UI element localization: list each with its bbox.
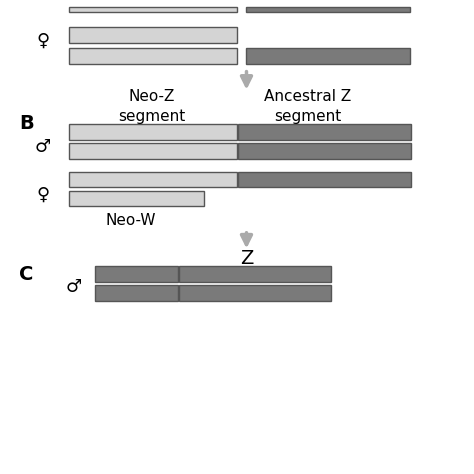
- Bar: [69, 7, 237, 12]
- Bar: [238, 124, 411, 140]
- Text: ♂: ♂: [65, 278, 82, 296]
- Bar: [69, 143, 237, 159]
- Bar: [179, 285, 331, 301]
- Bar: [95, 285, 178, 301]
- Bar: [238, 172, 411, 187]
- Text: ♀: ♀: [36, 185, 49, 203]
- Text: ♀: ♀: [36, 31, 49, 49]
- Text: ♂: ♂: [35, 138, 51, 156]
- Bar: [69, 48, 237, 64]
- Bar: [69, 172, 237, 187]
- Bar: [69, 191, 204, 206]
- Bar: [246, 48, 410, 64]
- Bar: [69, 124, 237, 140]
- Bar: [95, 266, 178, 282]
- Bar: [69, 27, 237, 43]
- Text: Z: Z: [240, 249, 253, 268]
- Bar: [246, 7, 410, 12]
- Text: Neo-W: Neo-W: [105, 213, 155, 228]
- Text: C: C: [19, 265, 33, 284]
- Bar: [179, 266, 331, 282]
- Text: Neo-Z
segment: Neo-Z segment: [118, 89, 185, 124]
- Text: B: B: [19, 114, 34, 133]
- Text: Ancestral Z
segment: Ancestral Z segment: [264, 89, 352, 124]
- Bar: [238, 143, 411, 159]
